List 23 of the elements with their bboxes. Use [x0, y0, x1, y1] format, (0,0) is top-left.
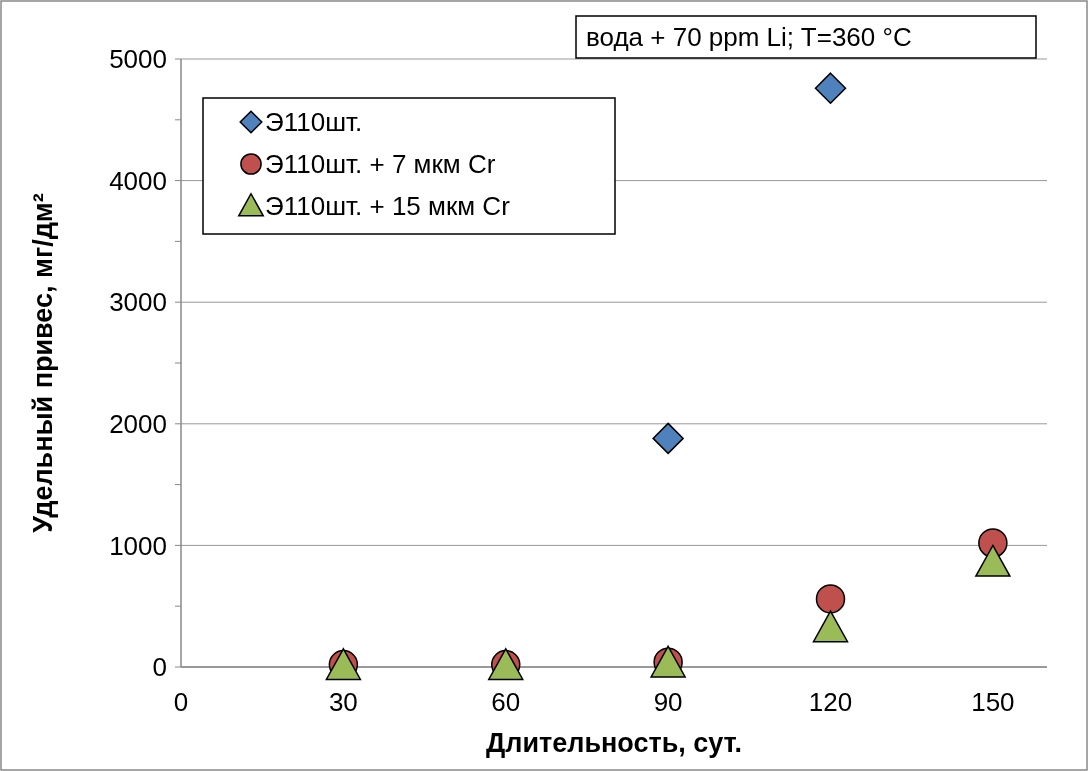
- x-tick-label: 0: [173, 687, 189, 717]
- legend-label: Э110шт. + 15 мкм Cr: [265, 191, 511, 222]
- y-tick-label: 3000: [109, 287, 167, 318]
- x-tick-label: 150: [971, 687, 1015, 717]
- y-tick-label: 1000: [109, 530, 167, 561]
- y-tick-label: 2000: [109, 408, 167, 439]
- x-tick-label: 60: [491, 687, 521, 717]
- y-tick-label: 5000: [109, 44, 167, 75]
- x-tick-label: 30: [328, 687, 358, 717]
- x-tick-label: 90: [653, 687, 683, 717]
- point: [812, 610, 849, 643]
- text: вода + 70 ppm Li; T=360 °C: [586, 22, 912, 52]
- point: [652, 422, 684, 455]
- point: [975, 544, 1011, 577]
- y-tick-label: 0: [152, 652, 167, 683]
- point: [814, 72, 847, 104]
- point: [815, 584, 846, 614]
- y-tick-label: 4000: [109, 165, 167, 196]
- legend-label: Э110шт. + 7 мкм Cr: [265, 149, 496, 180]
- legend-label: Э110шт.: [265, 107, 363, 138]
- x-axis-title: Длительность, сут.: [486, 728, 742, 758]
- x-tick-label: 120: [808, 687, 853, 717]
- y-axis-title: Удельный привес, мг/дм²: [28, 193, 58, 533]
